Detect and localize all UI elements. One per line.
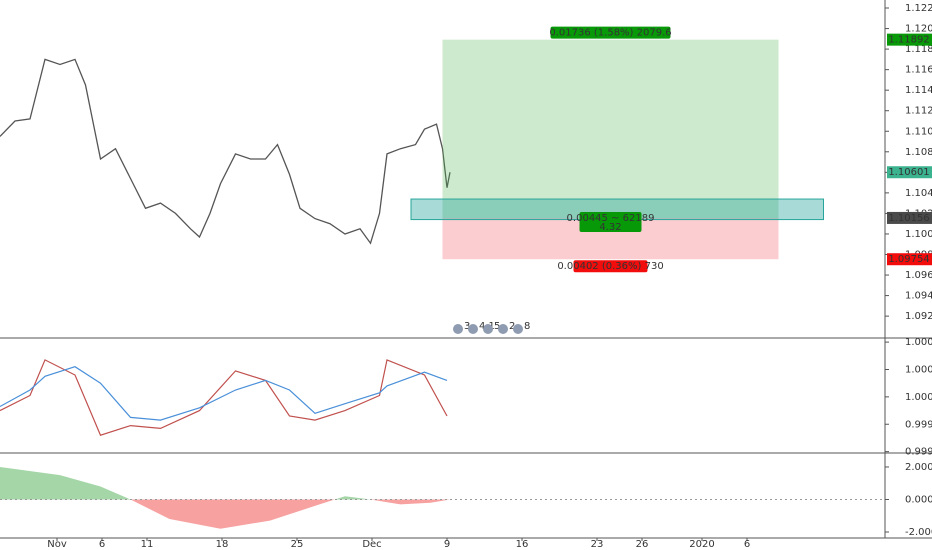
y-tick-label: 1.11200 [905,106,932,117]
target-price: 1.11892 [888,35,929,46]
entry-price-bg [887,211,932,224]
ratio-label: 4.32 [599,222,621,233]
y-tick-label: 0.99980 [905,419,932,430]
x-tick-label: 18 [216,539,229,550]
stop-price-bg [887,253,932,266]
y-tick-label: 1.10400 [905,188,932,199]
x-tick-label: 9 [444,539,450,550]
price-line [0,58,451,245]
x-tick-label: 2020 [689,539,714,550]
profit-zone [442,39,779,218]
y-tick-label: 1.09200 [905,311,932,322]
target-price-bg [887,33,932,46]
y-tick-label: 1.00040 [905,337,932,348]
y-tick-label: 0.99960 [905,447,932,458]
x-tick-label: 6 [744,539,750,550]
study-icon-label: 5 [494,321,500,332]
study-icon-label: 3 [464,321,470,332]
loss-label: 0.00402 (0.36%) 730 [557,261,663,272]
study-icon [483,324,493,334]
y-tick-label: 1.00020 [905,364,932,375]
y-tick-label: 1.11000 [905,126,932,137]
x-tick-label: 26 [636,539,649,550]
y-tick-label: 1.09600 [905,270,932,281]
y-tick-label: 1.11400 [905,85,932,96]
x-tick-label: 23 [591,539,604,550]
x-tick-label: Nov [47,539,67,550]
study-icon [513,324,523,334]
x-tick-label: 25 [291,539,304,550]
profit-label-bg [550,26,671,39]
x-tick-label: 16 [516,539,529,550]
x-tick-label: Dec [362,539,381,550]
loss-label-bg [573,260,648,273]
y-tick-label: 1.10000 [905,229,932,240]
y-tick-label: 1.11800 [905,44,932,55]
y-tick-label: 1.10800 [905,147,932,158]
study-icon [453,324,463,334]
oscillator-up [0,467,371,500]
stop-price: 1.09754 [888,254,929,265]
y-tick-label: 1.12000 [905,24,932,35]
study-icon [468,324,478,334]
y-tick-label: 1.11600 [905,65,932,76]
indicator-line [0,366,448,421]
y-tick-label: 1.00000 [905,392,932,403]
study-icon-label: 8 [524,321,530,332]
last-price: 1.10601 [888,167,929,178]
y-tick-label: 1.12200 [905,3,932,14]
entry-price: 1.10156 [888,213,929,224]
y-tick-label: -2.00000 [905,527,932,538]
study-icon-label: 2 [509,321,515,332]
mid-label-bg [579,211,642,232]
y-tick-label: 0.00000 [905,494,932,505]
oscillator-down [0,499,450,529]
mid-label: 0.00445 ~ 62189 [567,213,655,224]
study-icon [498,324,508,334]
last-price-bg [887,166,932,179]
y-tick-label: 1.09400 [905,291,932,302]
y-tick-label: 2.00000 [905,462,932,473]
x-tick-label: 11 [141,539,154,550]
profit-label: 0.01736 (1.58%) 2079.6 [549,28,671,39]
x-tick-label: 6 [99,539,105,550]
